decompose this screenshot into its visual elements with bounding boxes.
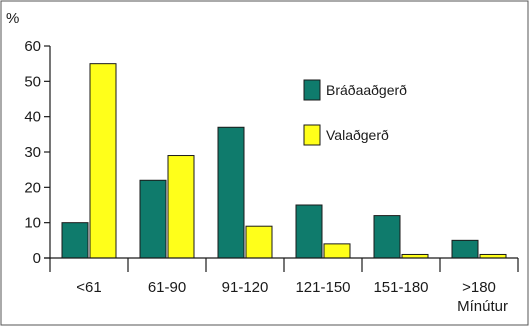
bar-bradaadgerd-1 — [139, 179, 167, 259]
legend-swatch-bradaadgerd — [303, 79, 321, 101]
legend: Bráðaaðgerð Valaðgerð — [303, 79, 407, 146]
bar-valadgerd-0 — [89, 63, 117, 259]
bar-valadgerd-2 — [245, 225, 273, 259]
x-tick-label: 91-120 — [222, 279, 269, 296]
x-tick-label: >180 — [462, 279, 496, 296]
legend-label-valadgerd: Valaðgerð — [326, 127, 389, 143]
y-tick-label: 20 — [24, 179, 41, 196]
x-axis-label: Mínútur — [457, 298, 508, 315]
y-tick-label: 0 — [33, 250, 41, 267]
legend-label-bradaadgerd: Bráðaaðgerð — [326, 82, 407, 98]
x-tick-label: <61 — [76, 279, 101, 296]
bar-bradaadgerd-2 — [217, 126, 245, 259]
y-axis-label: % — [6, 10, 19, 27]
bar-bradaadgerd-4 — [373, 215, 401, 259]
y-tick-label: 60 — [24, 38, 41, 55]
y-tick-label: 10 — [24, 215, 41, 232]
legend-swatch-valadgerd — [303, 124, 321, 146]
x-tick-label: 151-180 — [373, 279, 428, 296]
bar-bradaadgerd-0 — [61, 222, 89, 259]
plot-area: 0 10 20 30 40 50 60 <61 61-90 91-120 121-150 151-18… — [24, 38, 519, 296]
y-tick-label: 50 — [24, 73, 41, 90]
bar-bradaadgerd-3 — [295, 204, 323, 259]
x-tick-label: 121-150 — [295, 279, 350, 296]
bar-valadgerd-3 — [323, 243, 351, 259]
y-tick-label: 40 — [24, 109, 41, 126]
bar-valadgerd-1 — [167, 155, 195, 259]
x-tick-label: 61-90 — [148, 279, 186, 296]
y-tick-label: 30 — [24, 144, 41, 161]
bar-bradaadgerd-5 — [451, 239, 479, 259]
